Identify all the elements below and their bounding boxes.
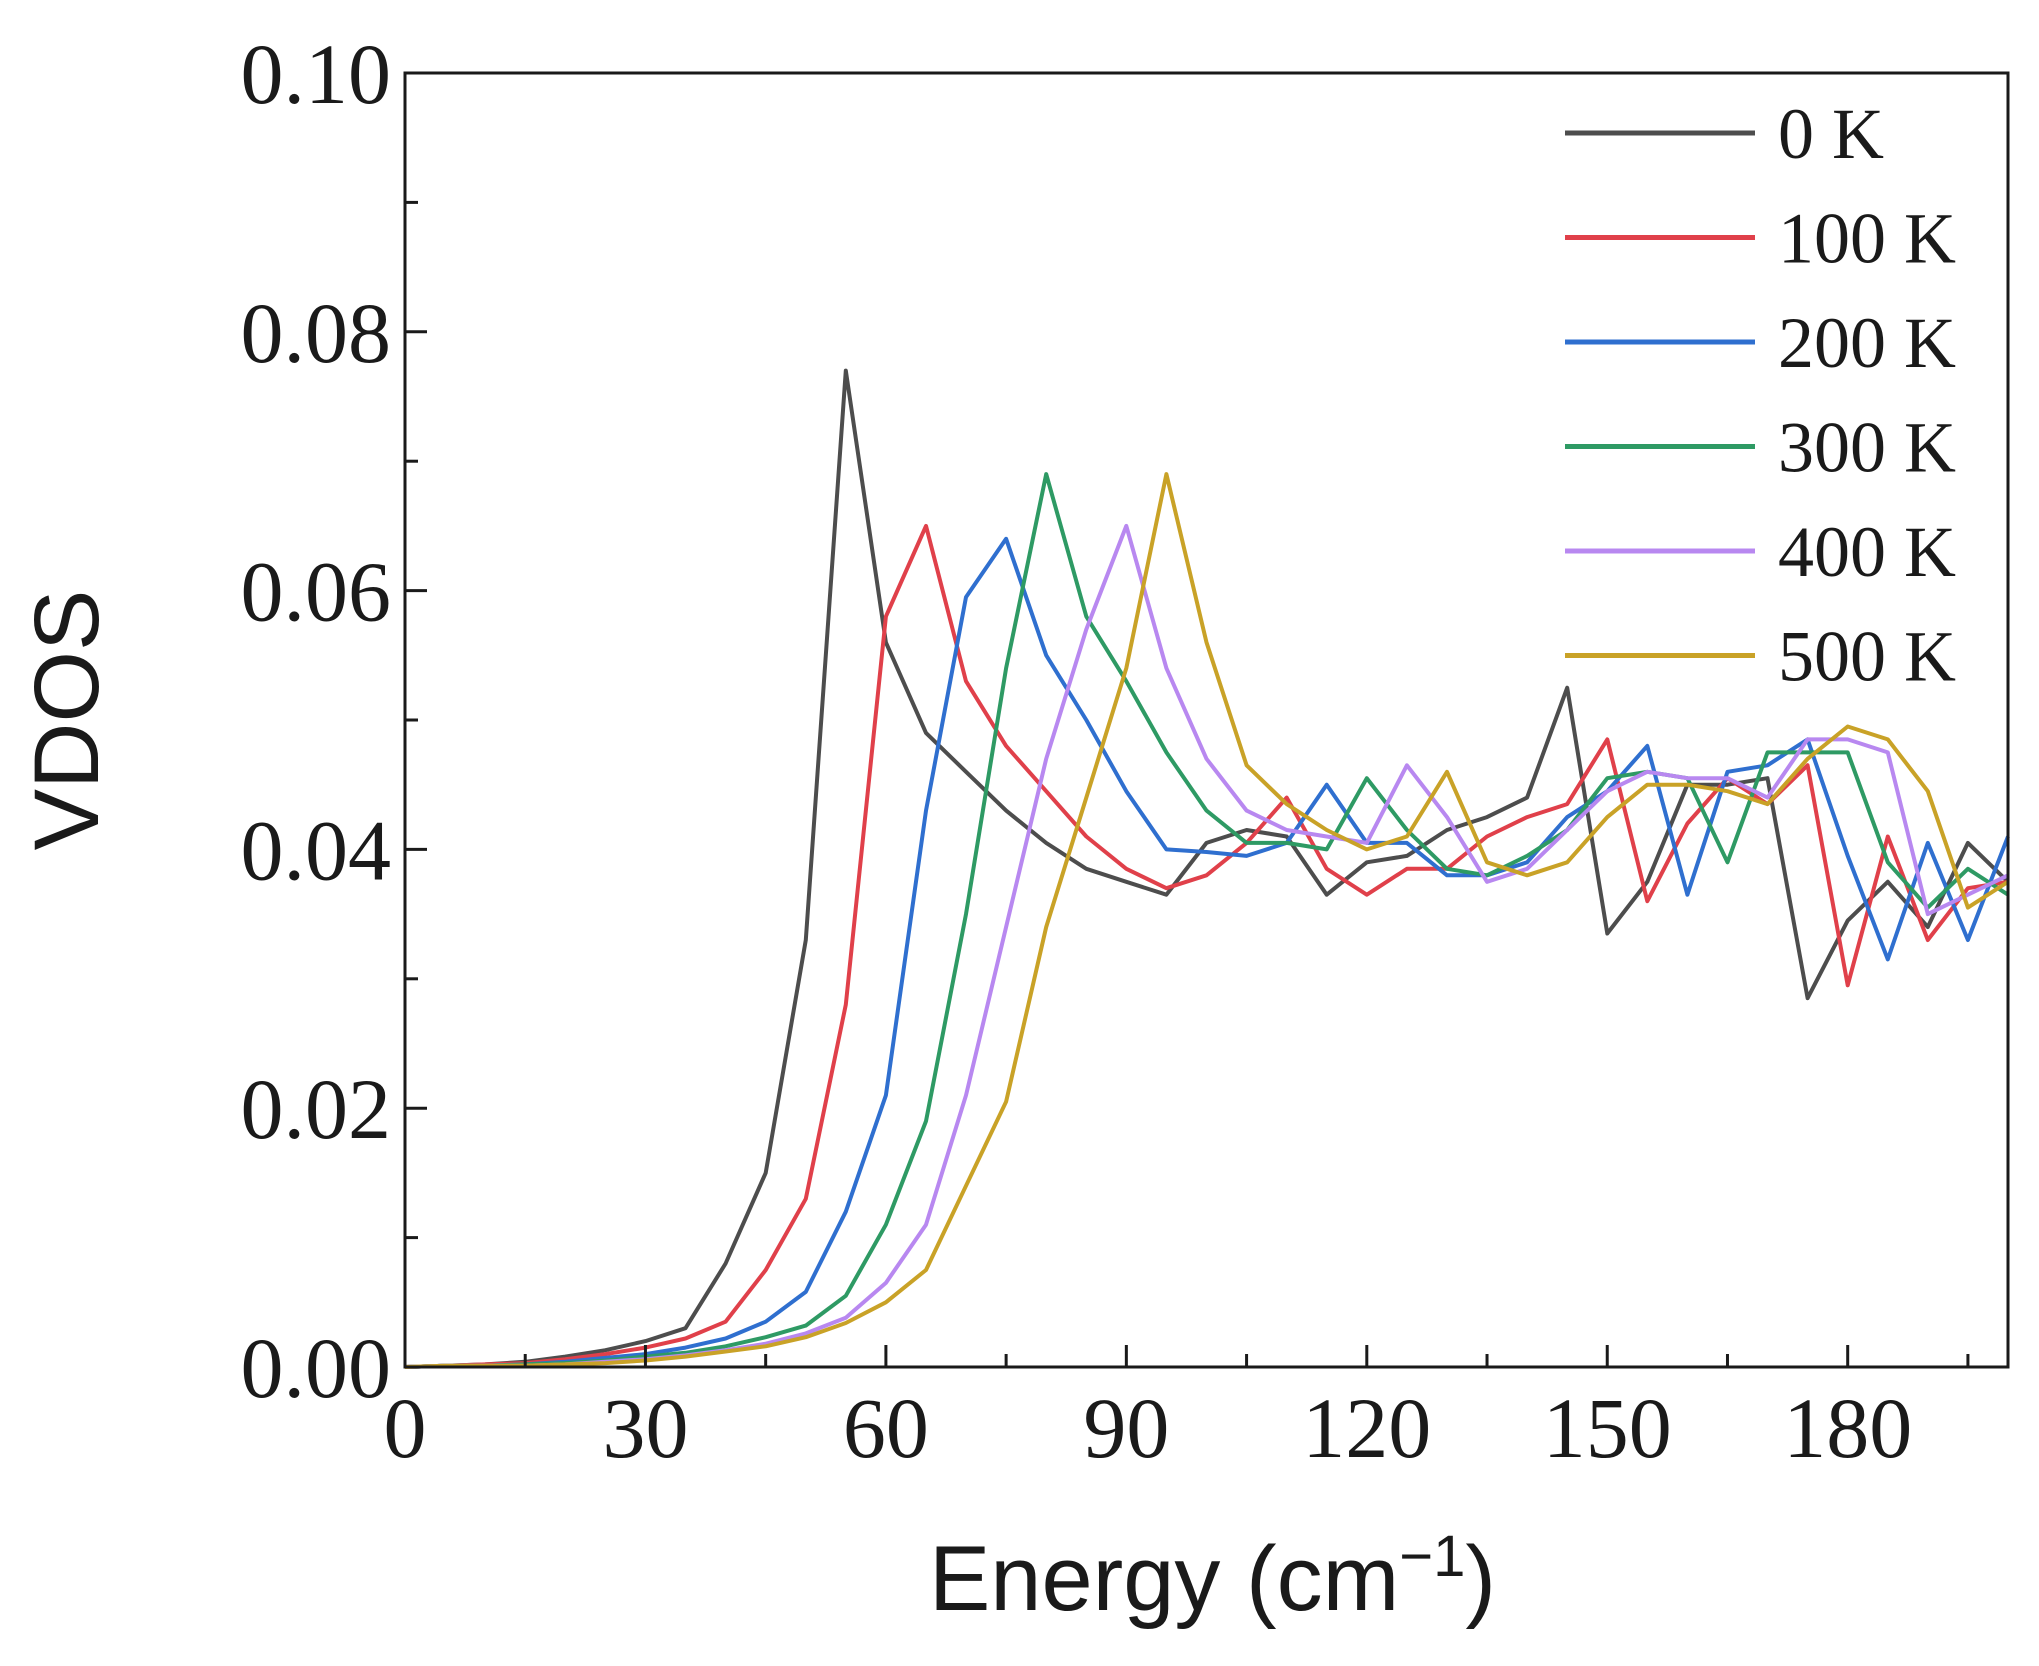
- x-axis-title-superscript: −1: [1399, 1524, 1465, 1589]
- y-tick-label: 0.08: [241, 285, 392, 381]
- x-tick-label: 150: [1543, 1380, 1672, 1476]
- x-tick-label: 60: [843, 1380, 929, 1476]
- x-axis-title-text: Energy (cm: [929, 1528, 1399, 1630]
- y-tick-label: 0.10: [241, 26, 392, 122]
- x-tick-label: 180: [1783, 1380, 1912, 1476]
- legend-label: 200 K: [1778, 303, 1956, 383]
- legend: 0 K 100 K 200 K 300 K 400 K 500 K: [1565, 94, 1956, 697]
- legend-label: 300 K: [1778, 408, 1956, 488]
- y-tick-label: 0.04: [241, 802, 392, 898]
- x-tick-label: 0: [384, 1380, 427, 1476]
- x-axis-title-close: ): [1465, 1528, 1496, 1630]
- legend-label: 500 K: [1778, 617, 1956, 697]
- plot-frame: [403, 71, 2010, 1369]
- x-tick-label: 120: [1302, 1380, 1431, 1476]
- legend-label: 400 K: [1778, 512, 1956, 592]
- series-line-500-k: [404, 472, 2010, 1369]
- x-axis-title: Energy (cm−1): [929, 1524, 1496, 1630]
- y-tick-label: 0.06: [241, 544, 392, 640]
- legend-label: 0 K: [1778, 94, 1884, 174]
- legend-label: 100 K: [1778, 199, 1956, 279]
- tick-labels: 0 30 60 90 120 150 180 0.00 0.02 0.04 0.06 0.08 0.10: [241, 26, 1913, 1476]
- x-tick-label: 30: [602, 1380, 688, 1476]
- series-line-200-k: [404, 536, 2010, 1369]
- x-tick-label: 90: [1083, 1380, 1169, 1476]
- ticks-layer: [403, 71, 1970, 1369]
- series-layer: [404, 368, 2010, 1369]
- y-axis-title: VDOS: [16, 590, 118, 851]
- y-tick-label: 0.02: [241, 1061, 392, 1157]
- series-line-300-k: [404, 472, 2010, 1369]
- y-tick-label: 0.00: [241, 1320, 392, 1416]
